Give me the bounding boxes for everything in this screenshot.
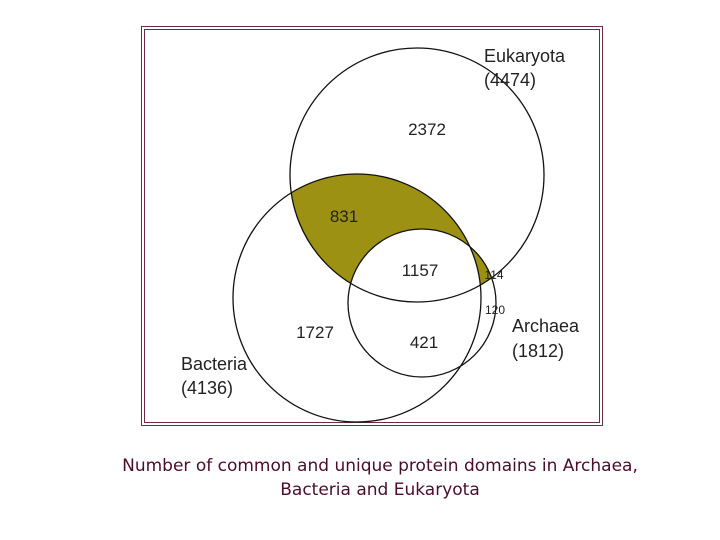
figure-caption: Number of common and unique protein doma…: [0, 454, 720, 502]
eukaryota-label: Eukaryota: [484, 46, 566, 66]
region-bacteria-eukaryota: 831: [330, 207, 358, 226]
archaea-circle: [347, 228, 497, 378]
caption-line-1: Number of common and unique protein doma…: [122, 456, 638, 476]
eukaryota-circle: [289, 47, 545, 303]
region-archaea-only: 120: [485, 303, 505, 317]
figure-frame-inner: [144, 29, 600, 423]
caption-line-2: Bacteria and Eukaryota: [280, 480, 480, 500]
bacteria-circle: [232, 173, 482, 423]
region-eukaryota-only: 2372: [408, 120, 446, 139]
figure-frame-outer: [141, 26, 603, 426]
archaea-label: Archaea: [512, 316, 580, 336]
bacteria-total: (4136): [181, 378, 233, 398]
region-bacteria-only: 1727: [296, 323, 334, 342]
bacteria-label: Bacteria: [181, 354, 248, 374]
region-all-three: 1157: [402, 261, 439, 280]
archaea-total: (1812): [512, 341, 564, 361]
eukaryota-total: (4474): [484, 70, 536, 90]
triple-intersection-region: [348, 229, 481, 302]
region-bacteria-archaea: 421: [410, 333, 438, 352]
region-archaea-eukaryota: 114: [484, 268, 503, 282]
highlighted-overlap-region: [290, 174, 496, 302]
